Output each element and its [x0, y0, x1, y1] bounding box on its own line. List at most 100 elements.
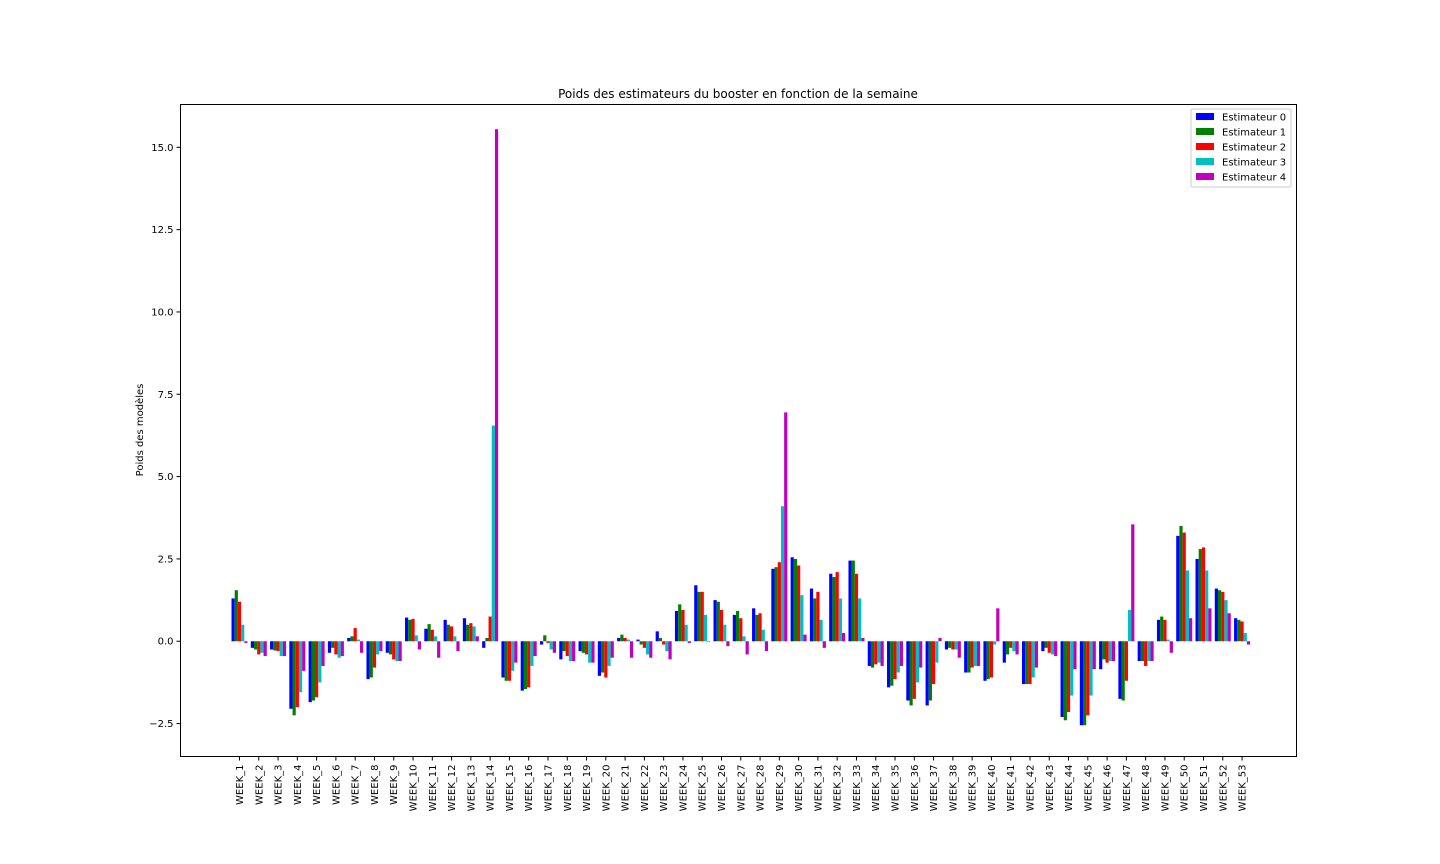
x-tick-label: WEEK_53 — [1238, 765, 1249, 812]
bar-0-week_9 — [385, 641, 389, 653]
bar-1-week_1 — [234, 590, 238, 642]
x-tick-label: WEEK_19 — [582, 765, 593, 812]
bar-1-week_51 — [1198, 549, 1202, 642]
bar-2-week_40 — [989, 641, 994, 678]
bar-1-week_5 — [311, 641, 316, 701]
bar-0-week_2 — [250, 641, 254, 648]
bar-0-week_45 — [1079, 641, 1084, 726]
bar-1-week_9 — [388, 641, 393, 655]
bar-0-week_52 — [1214, 588, 1218, 642]
bar-4-week_52 — [1227, 613, 1231, 642]
bar-2-week_34 — [874, 641, 878, 665]
bar-1-week_25 — [697, 591, 701, 642]
bar-2-week_21 — [623, 637, 627, 642]
x-tick-label: WEEK_7 — [351, 765, 362, 805]
bar-1-week_46 — [1102, 641, 1106, 660]
bar-1-week_39 — [967, 641, 971, 673]
bar-4-week_5 — [321, 641, 325, 666]
bar-4-week_33 — [861, 637, 865, 642]
bar-0-week_10 — [405, 617, 409, 642]
bar-1-week_21 — [620, 634, 624, 642]
x-tick-label: WEEK_36 — [910, 765, 921, 812]
bar-3-week_42 — [1031, 641, 1035, 678]
bar-1-week_4 — [292, 641, 296, 716]
bar-3-week_18 — [568, 641, 573, 662]
bar-0-week_6 — [327, 641, 332, 653]
bar-2-week_6 — [334, 641, 338, 655]
bar-0-week_35 — [887, 641, 891, 688]
x-axis-ticks: WEEK_1 WEEK_2 WEEK_3 WEEK_4 WEEK_5 WEEK_6 WEEK… — [235, 756, 1249, 812]
bar-3-week_50 — [1185, 570, 1190, 642]
bar-0-week_42 — [1021, 641, 1026, 685]
bar-4-week_2 — [263, 641, 267, 657]
bar-1-week_10 — [408, 619, 412, 642]
plot-frame — [180, 104, 1297, 757]
legend-swatch — [1196, 143, 1214, 150]
x-tick-label: WEEK_21 — [621, 765, 632, 812]
bar-4-week_30 — [803, 634, 807, 642]
bar-3-week_2 — [260, 641, 264, 653]
bars-group — [231, 129, 1251, 726]
bar-3-week_45 — [1089, 641, 1093, 696]
bar-1-week_29 — [774, 567, 778, 642]
bar-2-week_19 — [584, 641, 589, 655]
bar-1-week_2 — [253, 641, 258, 650]
bar-2-week_20 — [604, 641, 608, 678]
bar-4-week_23 — [668, 641, 672, 660]
bar-4-week_27 — [745, 641, 749, 655]
bar-2-week_28 — [758, 613, 762, 642]
bar-3-week_4 — [298, 641, 303, 693]
x-tick-label: WEEK_40 — [987, 765, 998, 812]
x-tick-label: WEEK_5 — [312, 765, 323, 805]
bar-0-week_22 — [636, 639, 640, 642]
bar-2-week_9 — [392, 641, 396, 660]
bar-3-week_30 — [800, 595, 804, 642]
bar-2-week_1 — [237, 601, 242, 642]
bar-4-week_29 — [784, 412, 788, 642]
bar-4-week_15 — [514, 641, 518, 663]
bar-0-week_3 — [270, 641, 274, 650]
bar-4-week_19 — [591, 641, 595, 663]
bar-0-week_5 — [308, 641, 312, 703]
bar-3-week_22 — [645, 641, 650, 655]
bar-4-week_48 — [1150, 641, 1154, 662]
bar-2-week_5 — [315, 641, 319, 698]
bar-3-week_34 — [877, 641, 881, 663]
x-tick-label: WEEK_20 — [601, 765, 612, 812]
bar-0-week_11 — [424, 628, 428, 642]
bar-0-week_24 — [674, 610, 679, 642]
bar-1-week_13 — [466, 624, 470, 642]
x-tick-label: WEEK_24 — [678, 765, 689, 812]
bar-2-week_36 — [912, 641, 916, 699]
y-tick-label: 12.5 — [151, 225, 173, 236]
bar-3-week_8 — [376, 641, 380, 655]
bar-4-week_11 — [437, 641, 441, 658]
bar-2-week_13 — [469, 623, 473, 642]
bar-2-week_32 — [835, 572, 839, 642]
bar-2-week_3 — [276, 641, 280, 652]
bar-3-week_48 — [1147, 641, 1151, 662]
legend-swatch — [1196, 158, 1214, 165]
bar-4-week_35 — [899, 641, 904, 666]
bar-1-week_34 — [870, 641, 875, 668]
x-tick-label: WEEK_22 — [640, 765, 651, 812]
bar-2-week_49 — [1163, 619, 1167, 642]
bar-4-week_22 — [649, 641, 653, 658]
bar-0-week_44 — [1060, 641, 1064, 717]
bar-4-week_39 — [976, 641, 981, 666]
bar-3-week_3 — [279, 641, 283, 657]
bar-3-week_53 — [1243, 633, 1247, 642]
bar-0-week_49 — [1156, 619, 1161, 642]
x-tick-label: WEEK_29 — [775, 765, 786, 812]
bar-1-week_11 — [427, 624, 431, 642]
bar-3-week_5 — [318, 641, 322, 683]
bar-3-week_27 — [742, 636, 746, 642]
x-tick-label: WEEK_10 — [409, 765, 420, 812]
bar-3-week_6 — [337, 641, 341, 658]
x-tick-label: WEEK_49 — [1160, 765, 1171, 812]
bar-0-week_25 — [694, 585, 698, 642]
y-tick-label: 0.0 — [158, 637, 174, 648]
bar-4-week_20 — [610, 641, 614, 658]
bar-3-week_1 — [241, 624, 245, 642]
bar-1-week_45 — [1083, 641, 1087, 726]
